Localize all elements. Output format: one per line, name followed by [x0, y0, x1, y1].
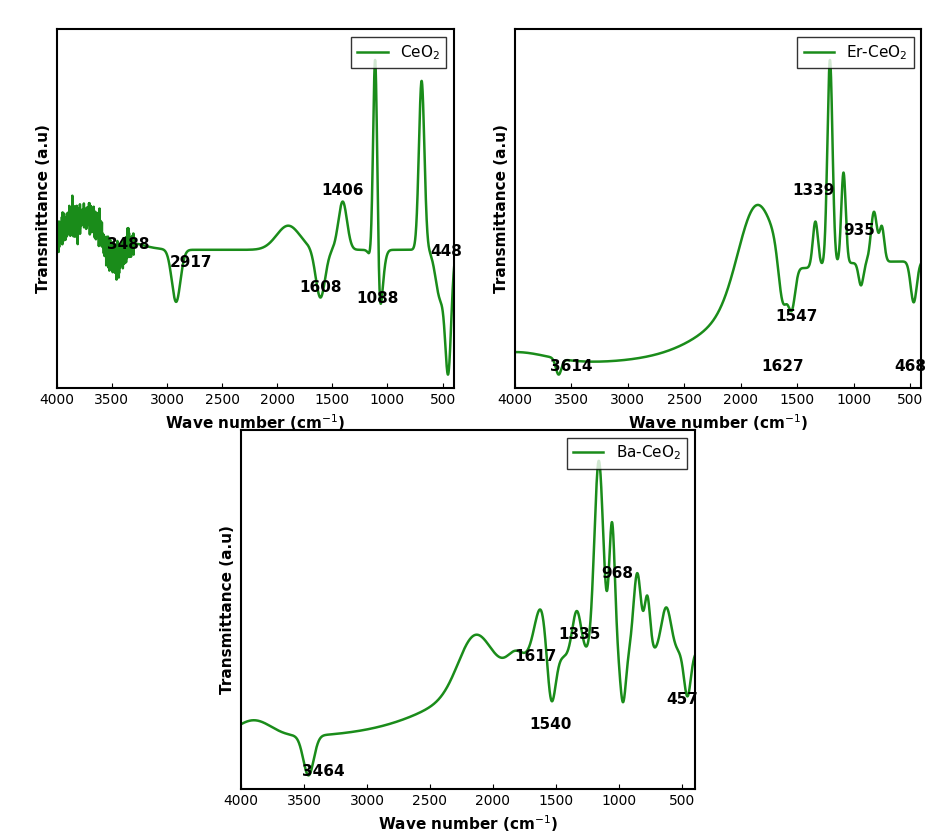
Y-axis label: Transmittance (a.u): Transmittance (a.u) — [494, 124, 509, 293]
Text: 1339: 1339 — [791, 184, 834, 198]
Text: 1540: 1540 — [530, 717, 571, 732]
Text: 448: 448 — [430, 245, 462, 260]
Text: 935: 935 — [842, 223, 874, 238]
X-axis label: Wave number (cm$^{-1}$): Wave number (cm$^{-1}$) — [378, 813, 557, 834]
X-axis label: Wave number (cm$^{-1}$): Wave number (cm$^{-1}$) — [165, 412, 345, 433]
Y-axis label: Transmittance (a.u): Transmittance (a.u) — [36, 124, 51, 293]
Y-axis label: Transmittance (a.u): Transmittance (a.u) — [220, 525, 235, 694]
Text: 1617: 1617 — [514, 649, 556, 664]
Text: 1608: 1608 — [299, 281, 342, 296]
Legend: CeO$_2$: CeO$_2$ — [351, 37, 446, 68]
Text: 2917: 2917 — [170, 256, 212, 270]
Text: 1547: 1547 — [774, 309, 817, 324]
Text: 1627: 1627 — [761, 359, 803, 374]
Text: 3464: 3464 — [301, 764, 344, 778]
Text: 457: 457 — [666, 692, 698, 706]
Text: 3614: 3614 — [549, 359, 592, 374]
X-axis label: Wave number (cm$^{-1}$): Wave number (cm$^{-1}$) — [628, 412, 807, 433]
Text: 1088: 1088 — [356, 291, 398, 306]
Text: 3488: 3488 — [107, 237, 149, 252]
Legend: Ba-CeO$_2$: Ba-CeO$_2$ — [566, 438, 686, 468]
Text: 968: 968 — [601, 566, 633, 581]
Text: 1406: 1406 — [321, 184, 363, 198]
Text: 1335: 1335 — [558, 627, 600, 642]
Legend: Er-CeO$_2$: Er-CeO$_2$ — [797, 37, 913, 68]
Text: 468: 468 — [893, 359, 925, 374]
